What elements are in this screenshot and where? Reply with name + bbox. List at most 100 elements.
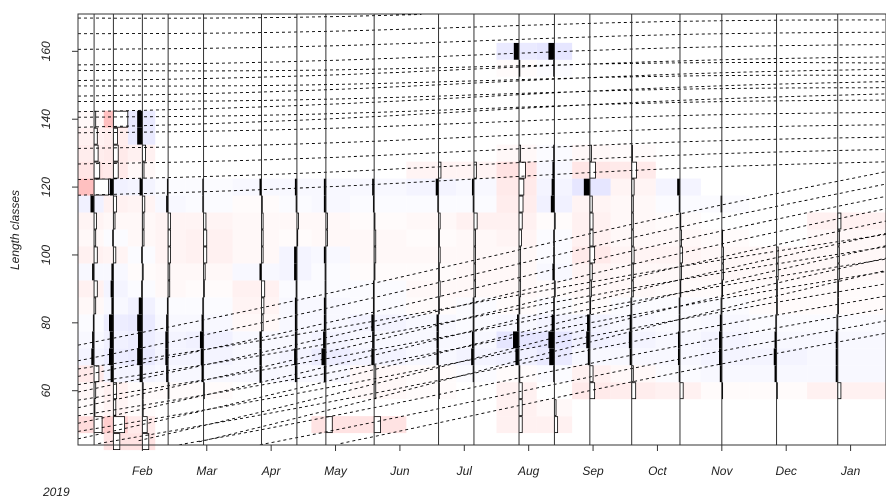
growth-curve — [98, 295, 886, 445]
heatmap-cell — [456, 331, 497, 349]
year-label: 2019 — [43, 485, 70, 499]
heatmap-cell — [155, 280, 186, 298]
heatmap-cell — [406, 263, 457, 281]
growth-curve — [77, 93, 886, 128]
heatmap-cell — [496, 416, 537, 434]
residual-bar — [548, 331, 555, 349]
residual-bar — [518, 178, 525, 196]
residual-bar — [93, 144, 99, 162]
heatmap-cell — [655, 212, 701, 230]
growth-curve — [78, 14, 422, 19]
residual-bar — [109, 348, 114, 366]
heatmap-cell — [496, 195, 537, 213]
y-tick-label: 140 — [39, 109, 53, 129]
residual-bar — [373, 416, 381, 434]
heatmap-cell — [185, 297, 233, 315]
heatmap-cell — [103, 178, 128, 196]
growth-curve — [77, 232, 886, 424]
residual-bar — [137, 110, 143, 128]
heatmap-cell — [406, 212, 457, 230]
residual-bar — [113, 161, 119, 179]
growth-curve — [78, 19, 886, 35]
heatmap-cell — [103, 297, 128, 315]
growth-curve — [77, 208, 886, 393]
heatmap-cell — [350, 246, 407, 264]
heatmap-cell — [496, 161, 537, 179]
heatmap-cell — [572, 178, 611, 196]
heatmap-cell — [127, 161, 156, 179]
heatmap-cell — [456, 195, 497, 213]
heatmap-cell — [103, 280, 128, 298]
heatmap-cell — [185, 229, 233, 247]
heatmap-cell — [350, 348, 407, 366]
heatmap-cell — [406, 348, 457, 366]
heatmap-cell — [185, 178, 233, 196]
heatmap-cell — [610, 331, 656, 349]
heatmap-cell — [185, 382, 233, 400]
heatmap-cell — [655, 246, 701, 264]
heatmap-cell — [185, 212, 233, 230]
heatmap-cell — [749, 297, 808, 315]
heatmap-cell — [350, 263, 407, 281]
growth-curve — [77, 44, 886, 66]
heatmap-cell — [749, 348, 808, 366]
heatmap-cell — [700, 365, 750, 383]
heatmap-cell — [127, 144, 156, 162]
heatmap-cell — [185, 246, 233, 264]
residual-bar — [137, 127, 143, 145]
heatmap-cell — [279, 212, 312, 230]
x-tick-label: Jan — [840, 464, 861, 478]
heatmap-cell — [155, 365, 186, 383]
heatmap-cell — [456, 297, 497, 315]
growth-curve — [77, 62, 886, 72]
heatmap-cell — [749, 382, 808, 400]
growth-curve — [259, 320, 886, 446]
heatmap-cell — [232, 195, 280, 213]
residual-bar — [137, 331, 143, 349]
growth-curve — [77, 68, 886, 97]
heatmap-cell — [406, 229, 457, 247]
residual-bar — [93, 365, 100, 383]
heatmap-cell — [232, 246, 280, 264]
growth-curve — [77, 81, 886, 113]
heatmap-cell — [127, 195, 156, 213]
growth-curve — [77, 245, 886, 440]
heatmap-cell — [127, 382, 156, 400]
heatmap-cell — [610, 348, 656, 366]
heatmap-cell — [155, 178, 186, 196]
heatmap-cell — [311, 331, 351, 349]
heatmap-cell — [232, 365, 280, 383]
heatmap-cell — [279, 229, 312, 247]
heatmap-cell — [610, 144, 656, 162]
heatmap-cell — [311, 280, 351, 298]
heatmap-cell — [496, 280, 537, 298]
heatmap-cell — [572, 348, 611, 366]
y-tick-label: 80 — [39, 316, 53, 330]
residual-bar — [321, 348, 327, 366]
x-tick-label: Nov — [711, 464, 733, 478]
growth-curves — [77, 14, 886, 446]
heatmap-cell — [185, 263, 233, 281]
heatmap-cell — [185, 280, 233, 298]
y-axis-label: Length classes — [8, 190, 22, 270]
x-axis: Feb Mar Apr May Jun Jul Aug Sep Oct Nov Dec Jan — [132, 445, 861, 478]
heatmap-cell — [610, 314, 656, 332]
residual-bar — [589, 382, 596, 400]
residual-bar — [513, 331, 520, 349]
heatmap-cell — [155, 331, 186, 349]
heatmap-cell — [807, 229, 886, 247]
heatmap-cell — [749, 365, 808, 383]
heatmap-cell — [406, 178, 457, 196]
residual-bar — [113, 127, 118, 145]
heatmap-cell — [350, 229, 407, 247]
heatmap-cell — [749, 331, 808, 349]
heatmap-cell — [350, 195, 407, 213]
heatmap-cell — [406, 314, 457, 332]
heatmap-cell — [127, 212, 156, 230]
heatmap-cell — [185, 195, 233, 213]
heatmap-cell — [350, 314, 407, 332]
heatmap-cell — [456, 229, 497, 247]
growth-curve — [77, 136, 886, 165]
heatmap-cell — [350, 297, 407, 315]
heatmap-cell — [185, 365, 233, 383]
